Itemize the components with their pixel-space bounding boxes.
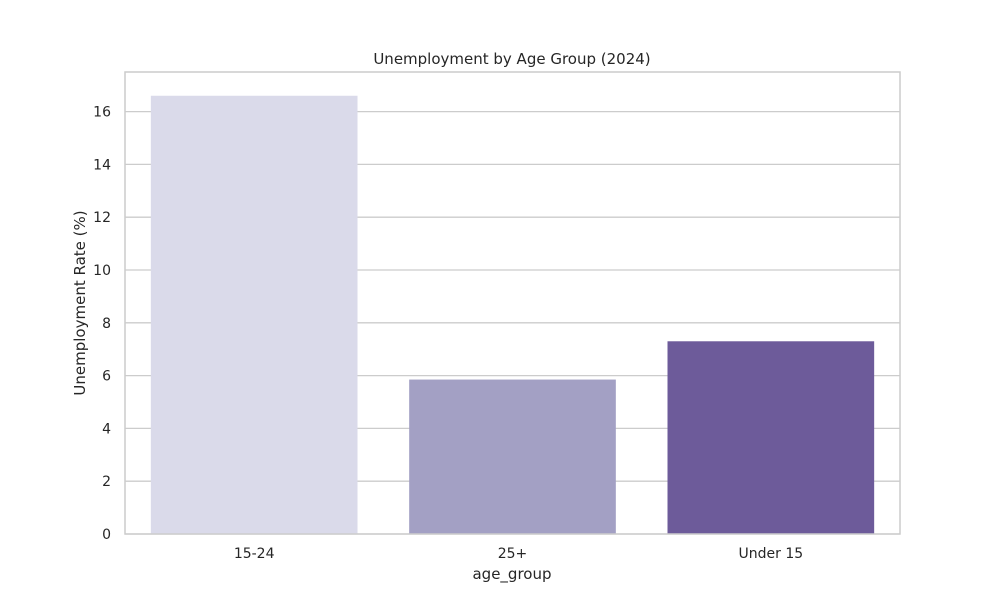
y-tick-label: 16: [93, 105, 111, 121]
y-tick-label: 0: [102, 527, 111, 543]
y-tick-label: 6: [102, 369, 111, 385]
bar-25-: [409, 379, 616, 534]
y-tick-label: 12: [93, 210, 111, 226]
bar-under-15: [667, 341, 875, 534]
x-tick-label: 15-24: [234, 546, 275, 562]
y-tick-label: 4: [102, 421, 111, 437]
y-tick-label: 10: [93, 263, 111, 279]
x-axis-label: age_group: [472, 565, 551, 584]
y-tick-label: 8: [102, 316, 111, 332]
x-tick-labels: 15-24 25+ Under 15: [234, 546, 803, 562]
chart-title: Unemployment by Age Group (2024): [373, 50, 650, 68]
x-tick-label: 25+: [498, 546, 528, 562]
bar-15-24: [150, 95, 358, 534]
x-tick-label: Under 15: [739, 546, 804, 562]
y-tick-label: 2: [102, 474, 111, 490]
y-axis-label: Unemployment Rate (%): [71, 210, 89, 395]
y-tick-label: 14: [93, 157, 111, 173]
plot-frame: [124, 71, 901, 535]
bars: [150, 95, 875, 534]
y-tick-labels: 0 2 4 6 8 10 12 14 16: [93, 105, 111, 543]
